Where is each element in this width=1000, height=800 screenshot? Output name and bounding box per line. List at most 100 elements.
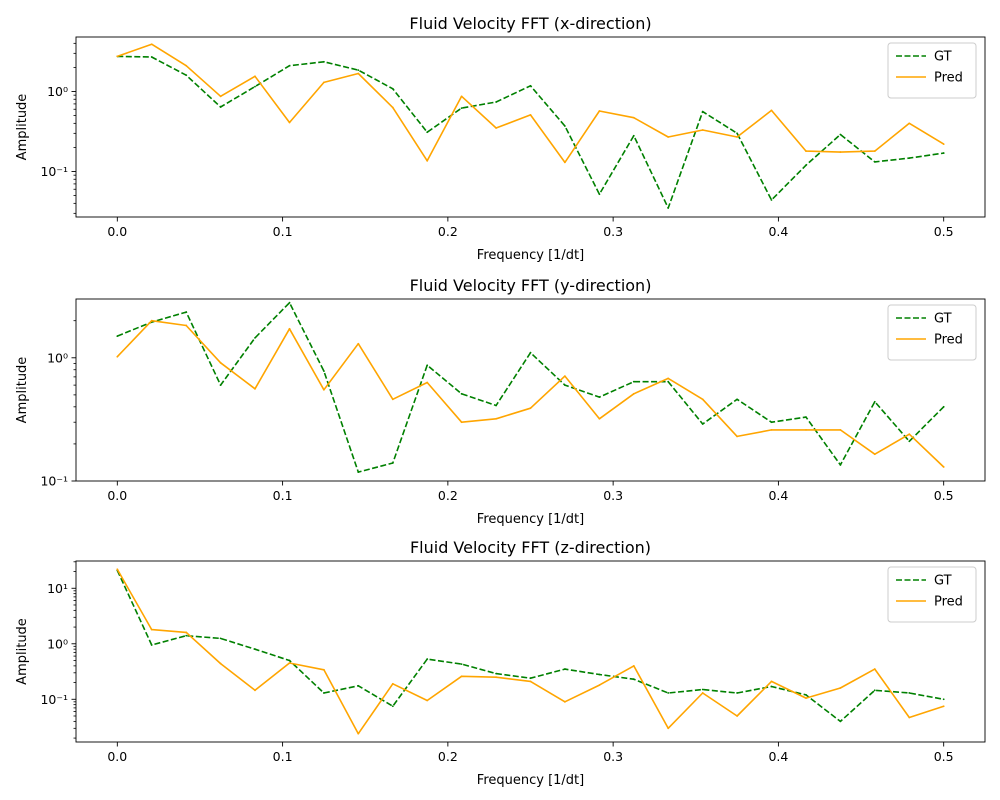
y-axis-label: Amplitude [15,618,30,685]
data-point-gt [357,69,360,72]
data-point-gt [632,134,635,137]
data-point-gt [185,74,188,77]
data-point-pred [426,381,429,384]
data-point-gt [254,337,256,339]
data-point-gt [219,106,222,108]
data-point-gt [323,60,325,63]
x-axis-label: Frequency [1/dt] [477,512,584,527]
data-point-pred [219,361,222,364]
y-tick-label: 10⁻¹ [40,474,68,489]
data-point-gt [219,637,222,640]
data-point-pred [632,392,635,395]
x-tick-label: 0.3 [603,224,623,239]
data-point-pred [185,324,188,327]
y-tick-label: 10⁰ [47,350,68,365]
y-tick-label: 10⁰ [47,636,68,651]
data-point-pred [391,682,394,685]
x-axis-label: Frequency [1/dt] [477,773,584,788]
x-tick-label: 0.0 [107,224,127,239]
y-tick-label: 10⁰ [47,84,68,99]
data-point-pred [288,662,291,664]
data-point-gt [598,193,601,196]
series-line-gt [116,570,944,723]
y-tick-label: 10⁻¹ [40,164,68,179]
data-point-pred [598,110,601,112]
chart-title: Fluid Velocity FFT (z-direction) [410,538,651,557]
x-tick-label: 0.0 [107,749,127,764]
data-point-gt [460,107,463,110]
data-point-pred [563,700,566,703]
data-point-gt [219,384,222,387]
data-point-gt [942,405,945,408]
data-point-gt [460,392,463,395]
data-point-pred [908,716,911,719]
data-point-pred [805,697,807,700]
data-point-pred [873,453,876,456]
data-point-gt [563,384,566,387]
data-point-gt [701,688,704,691]
data-point-pred [529,680,532,683]
x-tick-label: 0.1 [273,224,293,239]
data-point-pred [736,136,738,138]
legend: GT Pred [887,304,977,361]
data-point-gt [873,689,876,692]
data-point-pred [150,319,153,322]
data-point-pred [563,161,566,164]
data-point-pred [839,687,842,689]
x-tick-label: 0.4 [768,224,788,239]
series-line-gt [117,55,944,209]
data-point-pred [323,668,325,671]
data-point-pred [460,95,463,98]
chart-title: Fluid Velocity FFT (x-direction) [409,14,651,33]
data-point-gt [770,199,773,201]
data-point-gt [736,398,738,401]
legend-label: GT [934,312,952,327]
chart-panel-3: Fluid Velocity FFT (z-direction) 10⁻¹ 10⁰ 1… [15,538,986,788]
series-line-gt [116,301,945,473]
legend: GT Pred [887,42,977,99]
data-point-pred [805,428,807,431]
data-point-gt [495,101,498,103]
data-point-gt [632,380,635,383]
data-point-gt [736,692,738,694]
data-point-gt [701,110,704,113]
data-point-pred [150,628,153,631]
data-point-pred [736,435,738,438]
data-point-pred [839,151,842,153]
data-point-pred [495,417,498,420]
data-point-gt [529,351,532,354]
x-tick-label: 0.1 [273,749,293,764]
data-point-gt [839,464,842,466]
x-tick-label: 0.4 [768,749,788,764]
series-line-pred [117,43,945,164]
data-point-gt [839,720,842,723]
data-point-gt [529,677,532,680]
data-point-gt [770,685,773,688]
legend: GT Pred [887,566,977,623]
data-point-pred [942,466,945,468]
data-point-gt [598,396,601,398]
data-point-gt [873,160,876,163]
legend-label: GT [934,50,952,65]
data-point-pred [701,692,704,694]
data-point-pred [770,680,773,683]
data-point-pred [908,122,911,125]
data-point-pred [254,387,256,390]
x-tick-label: 0.5 [934,488,954,503]
data-point-gt [323,692,325,694]
data-point-gt [908,157,911,160]
chart-panel-1: Fluid Velocity FFT (x-direction) 10⁻¹ 10⁰ 0… [15,14,986,263]
data-point-pred [770,109,773,112]
data-point-pred [288,121,291,124]
x-tick-label: 0.2 [438,749,458,764]
data-point-pred [667,136,670,138]
data-point-gt [357,684,360,687]
x-axis-label: Frequency [1/dt] [477,248,584,263]
data-point-pred [357,732,360,735]
data-point-gt [323,370,325,372]
data-point-gt [873,400,876,403]
x-tick-label: 0.3 [603,488,623,503]
data-point-gt [391,462,394,464]
series-group [116,301,945,474]
data-point-gt [426,131,429,134]
